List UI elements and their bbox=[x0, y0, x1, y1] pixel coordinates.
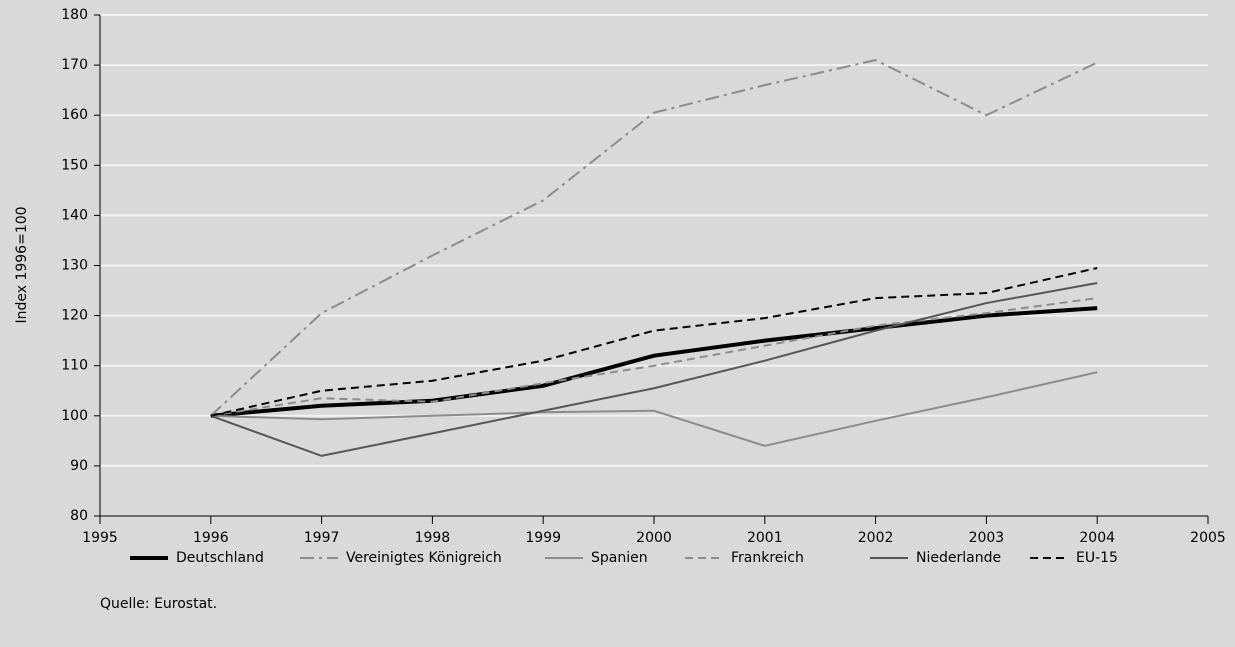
x-tick-label: 2005 bbox=[1190, 530, 1226, 546]
series-line bbox=[210, 282, 1098, 457]
y-tick-label: 80 bbox=[70, 508, 88, 524]
series-line bbox=[210, 306, 1098, 418]
x-tick-label: 1997 bbox=[304, 530, 340, 546]
x-tick-label: 2000 bbox=[636, 530, 672, 546]
legend-label: Frankreich bbox=[731, 550, 804, 566]
y-tick-label: 100 bbox=[61, 408, 88, 424]
y-axis-label: Index 1996=100 bbox=[14, 206, 30, 323]
x-tick-label: 1998 bbox=[415, 530, 451, 546]
series-line bbox=[210, 267, 1098, 417]
x-tick-label: 2002 bbox=[858, 530, 894, 546]
series-line bbox=[210, 371, 1098, 447]
y-tick-label: 180 bbox=[61, 7, 88, 23]
y-tick-label: 140 bbox=[61, 207, 88, 223]
y-tick-label: 150 bbox=[61, 157, 88, 173]
source: Quelle: Eurostat. bbox=[100, 596, 217, 612]
y-tick-label: 110 bbox=[61, 358, 88, 374]
legend-label: Vereinigtes Königreich bbox=[346, 550, 502, 566]
legend-label: Deutschland bbox=[176, 550, 264, 566]
x-tick-label: 1995 bbox=[82, 530, 118, 546]
x-tick-label: 1996 bbox=[193, 530, 229, 546]
y-tick-label: 130 bbox=[61, 258, 88, 274]
y-tick-label: 120 bbox=[61, 308, 88, 324]
y-tick-label: 90 bbox=[70, 458, 88, 474]
series-line bbox=[210, 297, 1098, 417]
legend-label: Niederlande bbox=[916, 550, 1001, 566]
y-tick-label: 170 bbox=[61, 57, 88, 73]
x-tick-label: 2001 bbox=[747, 530, 783, 546]
x-tick-label: 2004 bbox=[1079, 530, 1115, 546]
x-tick-label: 2003 bbox=[969, 530, 1005, 546]
y-tick-label: 160 bbox=[61, 107, 88, 123]
legend-label: Spanien bbox=[591, 550, 648, 566]
x-tick-label: 1999 bbox=[525, 530, 561, 546]
series-line bbox=[210, 59, 1098, 417]
legend-label: EU-15 bbox=[1076, 550, 1118, 566]
